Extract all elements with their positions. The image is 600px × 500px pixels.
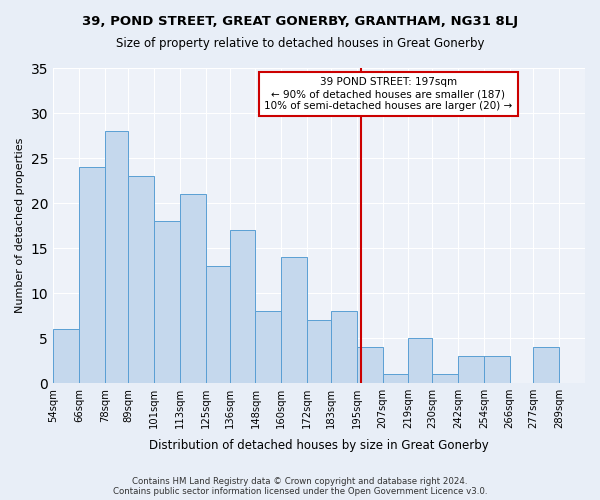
Bar [154, 221, 180, 383]
Text: 39 POND STREET: 197sqm
← 90% of detached houses are smaller (187)
10% of semi-de: 39 POND STREET: 197sqm ← 90% of detached… [264, 78, 512, 110]
Bar [409, 338, 432, 383]
Bar [458, 356, 484, 383]
Bar [180, 194, 206, 383]
Bar [357, 347, 383, 383]
Text: Size of property relative to detached houses in Great Gonerby: Size of property relative to detached ho… [116, 38, 484, 51]
Bar [230, 230, 256, 383]
Bar [256, 311, 281, 383]
Bar [79, 167, 105, 383]
Y-axis label: Number of detached properties: Number of detached properties [15, 138, 25, 314]
Bar [383, 374, 409, 383]
X-axis label: Distribution of detached houses by size in Great Gonerby: Distribution of detached houses by size … [149, 440, 489, 452]
Bar [533, 347, 559, 383]
Bar [206, 266, 230, 383]
Text: Contains public sector information licensed under the Open Government Licence v3: Contains public sector information licen… [113, 487, 487, 496]
Bar [105, 131, 128, 383]
Bar [331, 311, 357, 383]
Text: Contains HM Land Registry data © Crown copyright and database right 2024.: Contains HM Land Registry data © Crown c… [132, 477, 468, 486]
Bar [307, 320, 331, 383]
Bar [53, 329, 79, 383]
Bar [128, 176, 154, 383]
Text: 39, POND STREET, GREAT GONERBY, GRANTHAM, NG31 8LJ: 39, POND STREET, GREAT GONERBY, GRANTHAM… [82, 15, 518, 28]
Bar [432, 374, 458, 383]
Bar [484, 356, 509, 383]
Bar [281, 257, 307, 383]
